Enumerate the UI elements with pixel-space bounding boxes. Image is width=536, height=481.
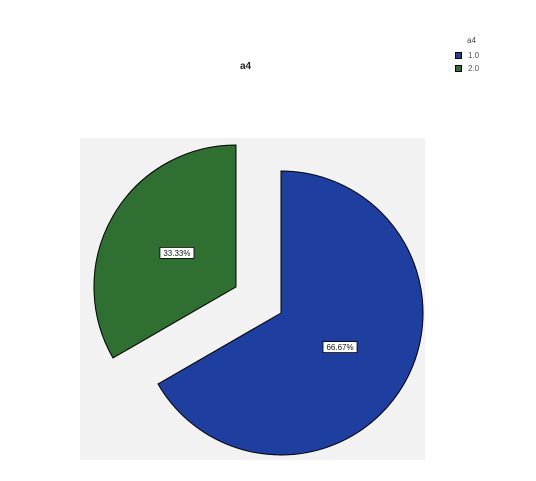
legend-label: 1.0 (468, 50, 480, 60)
slice-labels: 66.67% 33.33% (159, 247, 358, 353)
pie-slice (157, 170, 424, 456)
legend-title: a4 (467, 36, 476, 45)
chart-title: a4 (240, 61, 252, 72)
slice-label-box (159, 247, 195, 259)
slice-label: 33.33% (163, 249, 190, 258)
legend-swatch (455, 51, 462, 59)
slice-label-box (322, 341, 358, 353)
slice-label: 66.67% (326, 343, 353, 352)
legend-label: 2.0 (468, 63, 480, 73)
legend-item: 2.0 (455, 63, 479, 73)
legend-swatch (455, 64, 462, 72)
legend-item: 1.0 (455, 50, 479, 60)
